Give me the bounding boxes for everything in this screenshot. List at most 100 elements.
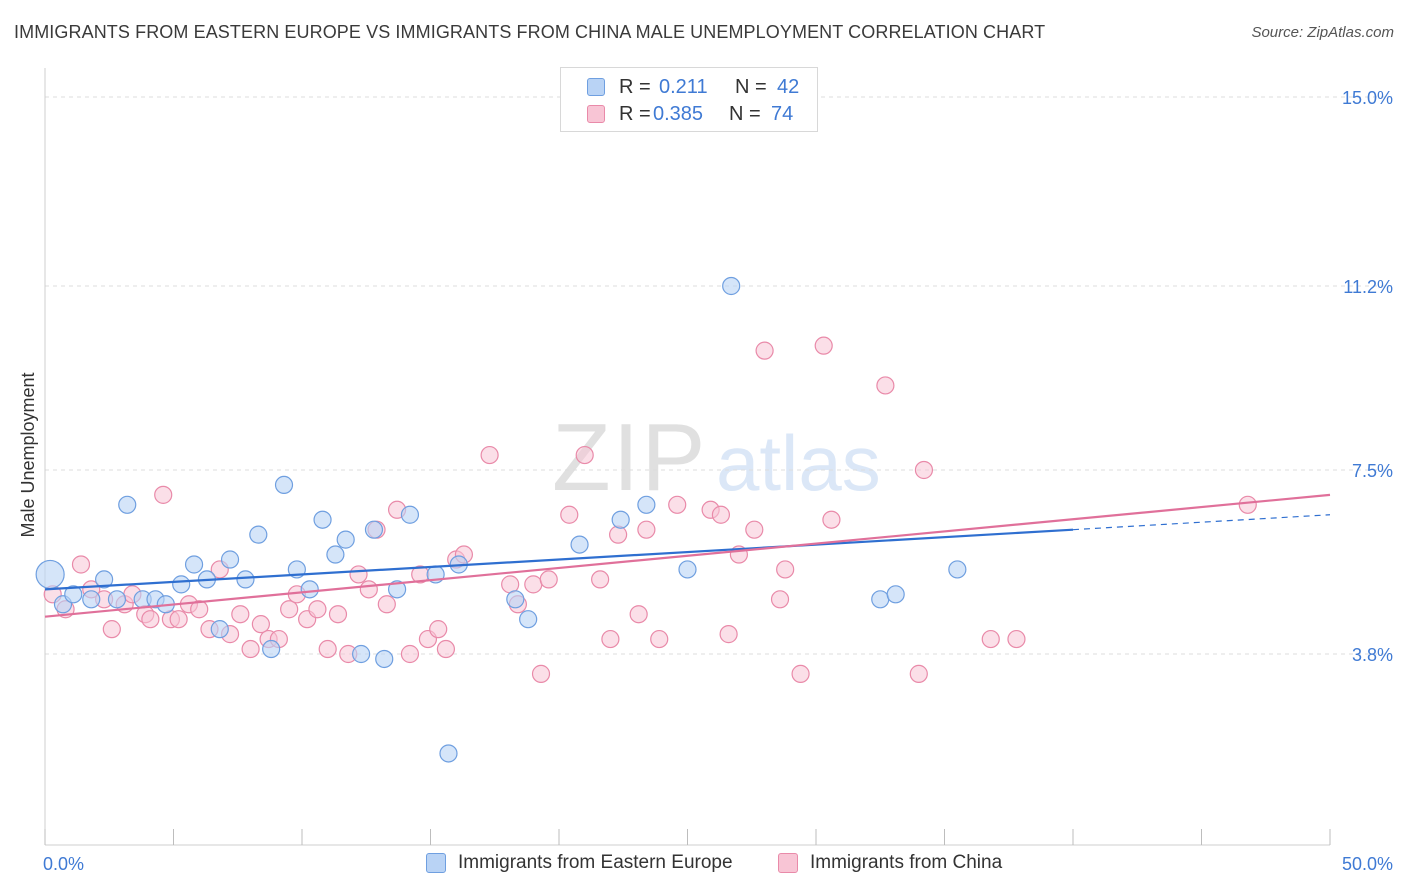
data-point-china: [102, 620, 121, 639]
axes: [44, 68, 1331, 846]
y-tick-label: 11.2%: [1343, 277, 1393, 297]
data-point-eastern-europe: [64, 585, 83, 604]
x-tick-label: 50.0%: [1342, 854, 1393, 874]
data-point-china: [776, 560, 795, 579]
data-point-china: [650, 629, 669, 649]
data-point-eastern-europe: [236, 570, 255, 589]
data-point-china: [637, 520, 656, 539]
data-point-china: [241, 639, 260, 659]
watermark-atlas: atlas: [716, 419, 881, 507]
r-value: 0.211: [659, 75, 708, 98]
data-point-china: [480, 445, 499, 465]
y-tick-label: 15.0%: [1342, 88, 1393, 108]
data-point-eastern-europe: [184, 555, 204, 574]
data-point-eastern-europe: [35, 559, 65, 590]
data-point-china: [719, 625, 738, 644]
data-point-china: [328, 605, 348, 624]
y-tick-labels: 3.8% 7.5% 11.2% 15.0%: [1342, 88, 1393, 665]
data-point-eastern-europe: [326, 545, 345, 564]
data-point-eastern-europe: [336, 530, 355, 549]
data-point-china: [755, 341, 774, 360]
data-point-china: [1007, 629, 1026, 649]
chart-source: Source: ZipAtlas.com: [1251, 24, 1394, 41]
data-point-china: [141, 610, 160, 629]
data-point-eastern-europe: [210, 620, 229, 639]
watermark-zip: ZIP: [552, 404, 707, 511]
pink-swatch-icon: [587, 105, 605, 123]
correlation-legend: R = 0.211 N = 42 R = 0.385 N = 74: [560, 67, 818, 132]
trendlines: [44, 493, 1331, 618]
data-point-china: [308, 600, 327, 619]
data-point-eastern-europe: [313, 510, 332, 529]
trendline-china: [44, 493, 1331, 618]
data-point-eastern-europe: [611, 510, 630, 529]
watermark: ZIP atlas: [552, 404, 881, 511]
legend-item-china: Immigrants from China: [778, 852, 1002, 874]
data-point-china: [531, 664, 551, 683]
blue-swatch-icon: [587, 78, 605, 96]
legend-row-eastern-europe: R = 0.211 N = 42: [561, 73, 799, 101]
data-point-eastern-europe: [300, 580, 319, 599]
data-point-eastern-europe: [678, 560, 697, 579]
data-point-china: [436, 639, 456, 659]
series-china: [43, 336, 1257, 683]
data-point-china: [377, 595, 396, 614]
data-point-eastern-europe: [519, 610, 538, 629]
data-point-china: [560, 505, 579, 524]
data-point-eastern-europe: [352, 644, 371, 664]
data-point-china: [359, 580, 378, 599]
data-point-eastern-europe: [375, 649, 394, 669]
data-point-eastern-europe: [387, 580, 407, 599]
data-point-china: [601, 629, 620, 649]
data-point-china: [876, 376, 895, 395]
data-point-eastern-europe: [400, 505, 420, 524]
data-point-china: [914, 460, 934, 480]
data-point-china: [349, 565, 368, 584]
data-point-eastern-europe: [249, 525, 268, 544]
legend-label-china: Immigrants from China: [810, 852, 1003, 873]
data-point-china: [280, 600, 299, 619]
n-label: N =: [735, 75, 767, 98]
trendline-eastern-europe-projection: [1072, 514, 1331, 531]
data-point-eastern-europe: [948, 560, 967, 579]
n-value: 42: [777, 75, 800, 98]
r-value: 0.385: [653, 102, 704, 125]
legend-row-china: R = 0.385 N = 74: [561, 100, 793, 128]
data-point-eastern-europe: [506, 590, 525, 609]
data-point-eastern-europe: [886, 585, 905, 604]
data-point-china: [429, 620, 448, 639]
data-point-eastern-europe: [637, 495, 656, 514]
data-point-eastern-europe: [439, 744, 458, 763]
data-point-china: [400, 644, 420, 664]
data-point-china: [71, 555, 91, 574]
legend-label-eastern-europe: Immigrants from Eastern Europe: [458, 852, 733, 873]
data-point-china: [231, 605, 250, 624]
data-point-eastern-europe: [220, 550, 240, 569]
data-point-china: [539, 570, 558, 589]
y-tick-label: 7.5%: [1352, 461, 1393, 481]
data-point-china: [154, 485, 173, 504]
data-point-eastern-europe: [274, 475, 294, 495]
data-point-china: [745, 520, 764, 539]
data-point-china: [822, 510, 841, 529]
data-point-china: [169, 610, 188, 629]
data-point-china: [609, 525, 628, 544]
y-axis-label: Male Unemployment: [18, 372, 38, 537]
data-point-china: [909, 664, 928, 683]
data-point-china: [1238, 495, 1257, 514]
legend-item-eastern-europe: Immigrants from Eastern Europe: [426, 852, 733, 874]
data-point-eastern-europe: [570, 535, 589, 554]
trendline-eastern-europe: [44, 528, 1074, 591]
series-legend: Immigrants from Eastern Europe Immigrant…: [0, 852, 1406, 878]
data-point-eastern-europe: [118, 495, 137, 514]
n-label: N =: [729, 102, 761, 125]
x-tick-label: 0.0%: [43, 854, 84, 874]
n-value: 74: [771, 102, 794, 125]
data-point-china: [981, 629, 1000, 649]
data-point-china: [575, 445, 594, 465]
chart-title: IMMIGRANTS FROM EASTERN EUROPE VS IMMIGR…: [14, 22, 1046, 42]
data-point-china: [190, 600, 209, 619]
data-point-eastern-europe: [262, 639, 281, 659]
pink-swatch-icon: [778, 853, 798, 873]
